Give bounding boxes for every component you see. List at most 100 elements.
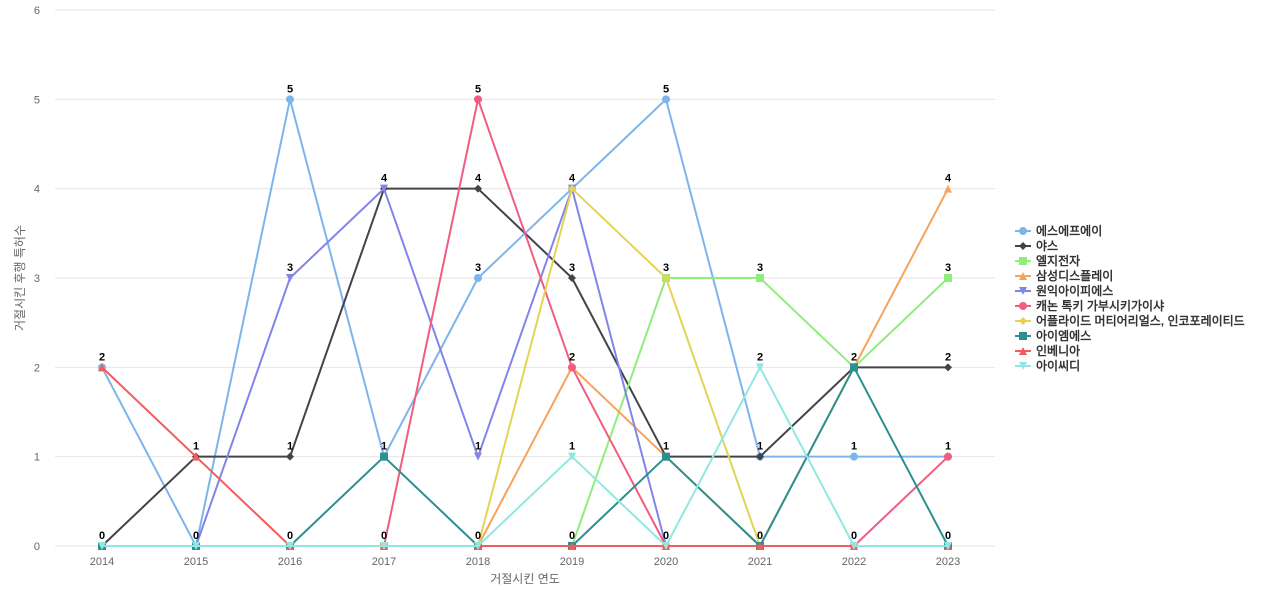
data-point: [756, 542, 764, 550]
data-point: [850, 452, 858, 461]
data-point: [474, 184, 482, 193]
x-tick-label: 2022: [842, 556, 866, 568]
legend-label: 원익아이피에스: [1036, 283, 1113, 298]
data-point: [944, 363, 952, 372]
y-tick-label: 5: [34, 94, 40, 106]
data-label: 4: [381, 173, 388, 185]
data-point: [568, 363, 576, 372]
data-label: 0: [851, 530, 857, 542]
x-tick-label: 2023: [936, 556, 960, 568]
data-point: [98, 363, 106, 372]
data-label: 3: [663, 262, 669, 274]
data-label: 3: [945, 262, 951, 274]
data-point: [286, 95, 294, 104]
data-point: [474, 452, 482, 461]
y-tick-label: 4: [34, 184, 40, 196]
data-point: [944, 452, 952, 461]
data-label: 5: [287, 83, 293, 95]
legend-marker: [1019, 227, 1027, 235]
data-point: [850, 542, 858, 550]
data-label: 0: [287, 530, 293, 542]
data-point: [192, 452, 200, 461]
legend-label: 캐논 톡키 가부시키가이샤: [1036, 298, 1164, 313]
legend-marker: [1019, 257, 1027, 265]
legend-label: 아이씨디: [1036, 358, 1080, 373]
data-point: [380, 542, 388, 550]
data-label: 1: [569, 441, 575, 453]
series-line: [102, 366, 948, 547]
data-label: 5: [663, 83, 669, 95]
legend-marker: [1019, 242, 1027, 250]
legend-label: 에스에프에이: [1036, 223, 1102, 238]
data-point: [944, 542, 952, 550]
data-label: 1: [287, 441, 293, 453]
data-label: 0: [757, 530, 763, 542]
data-label: 3: [475, 262, 481, 274]
legend-marker: [1019, 302, 1027, 310]
data-label: 1: [851, 441, 857, 453]
data-label: 0: [193, 530, 199, 542]
legend-marker: [1019, 317, 1027, 325]
y-tick-label: 1: [34, 452, 40, 464]
x-tick-label: 2020: [654, 556, 678, 568]
data-label: 0: [99, 530, 105, 542]
legend-item: 아이엠에스: [1015, 328, 1091, 343]
data-point: [568, 542, 576, 550]
data-label: 4: [945, 173, 952, 185]
data-label: 2: [99, 351, 105, 363]
data-label: 0: [381, 530, 387, 542]
data-point: [850, 363, 858, 372]
data-point: [286, 274, 294, 282]
data-point: [756, 274, 764, 282]
data-label: 4: [475, 173, 482, 185]
data-label: 2: [945, 351, 951, 363]
data-label: 0: [569, 530, 575, 542]
data-point: [98, 542, 106, 550]
y-tick-label: 0: [34, 541, 40, 553]
y-tick-label: 2: [34, 362, 40, 374]
data-point: [756, 452, 764, 461]
data-label: 3: [569, 262, 575, 274]
data-point: [568, 452, 576, 461]
series-layer: [98, 95, 952, 550]
legend-item: 에스에프에이: [1015, 223, 1102, 238]
legend-label: 어플라이드 머티어리얼스, 인코포레이티드: [1036, 313, 1245, 328]
legend-label: 아이엠에스: [1036, 328, 1091, 343]
legend-item: 어플라이드 머티어리얼스, 인코포레이티드: [1015, 313, 1245, 328]
data-label: 2: [851, 351, 857, 363]
legend-label: 인베니아: [1036, 343, 1080, 358]
data-label: 3: [757, 262, 763, 274]
legend-marker: [1019, 272, 1027, 280]
data-point: [286, 452, 294, 461]
data-label: 1: [381, 441, 387, 453]
data-label: 1: [193, 441, 199, 453]
x-axis-title: 거절시킨 연도: [490, 572, 560, 586]
legend-marker: [1019, 347, 1027, 355]
data-point: [192, 542, 200, 550]
data-label: 2: [757, 351, 763, 363]
series-3: [98, 274, 952, 550]
x-tick-label: 2019: [560, 556, 584, 568]
legend-item: 야스: [1015, 238, 1058, 253]
data-point: [474, 542, 482, 550]
data-point: [474, 95, 482, 104]
series-line: [102, 277, 949, 547]
x-tick-label: 2014: [90, 556, 114, 568]
legend-item: 삼성디스플레이: [1015, 268, 1113, 283]
legend-marker: [1019, 287, 1027, 295]
legend-label: 엘지전자: [1036, 253, 1080, 268]
data-point: [568, 274, 576, 282]
legend-item: 엘지전자: [1015, 253, 1080, 268]
y-tick-label: 6: [34, 5, 40, 17]
data-label: 1: [663, 441, 669, 453]
x-tick-label: 2015: [184, 556, 208, 568]
data-point: [286, 542, 294, 550]
data-label: 5: [475, 83, 481, 95]
x-tick-label: 2016: [278, 556, 302, 568]
data-point: [662, 95, 670, 104]
data-label: 0: [475, 530, 481, 542]
data-point: [944, 274, 952, 282]
